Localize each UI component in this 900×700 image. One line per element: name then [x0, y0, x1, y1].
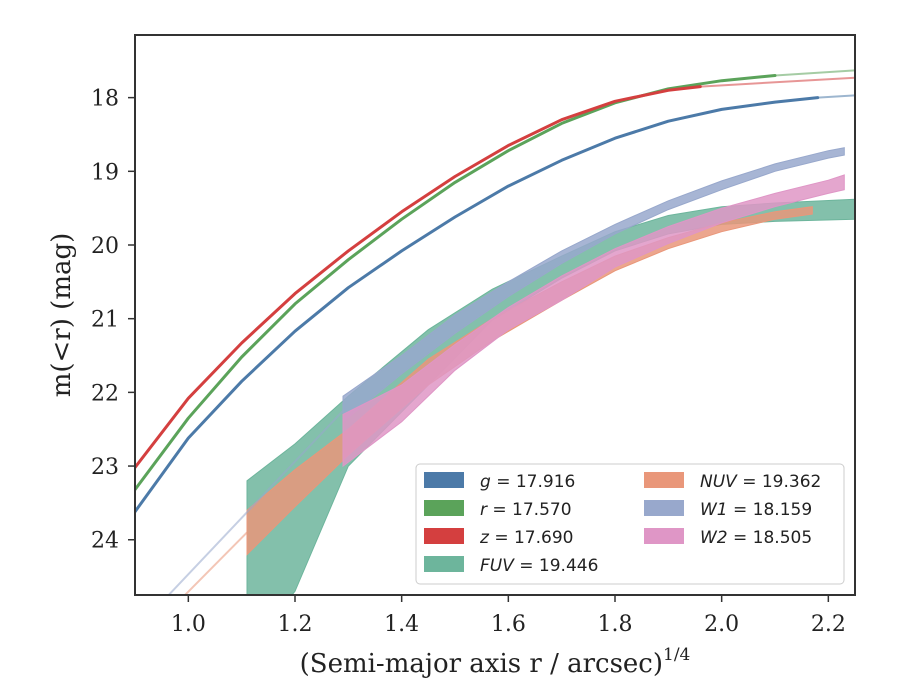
legend-item-w2: W2 = 18.505 — [644, 528, 812, 548]
legend-item-nuv: NUV = 19.362 — [644, 472, 821, 492]
series-w1-band — [342, 147, 845, 423]
series-w1-extension — [167, 410, 344, 595]
series-g-extension — [817, 94, 855, 99]
series-r-line — [135, 74, 777, 492]
series-nuv-extension — [183, 531, 248, 595]
legend-label: z = 17.690 — [479, 528, 573, 548]
legend-label: W2 = 18.505 — [700, 528, 812, 548]
x-axis-label: (Semi-major axis r / arcsec)1/4 — [300, 645, 691, 679]
plot-area — [135, 69, 855, 595]
legend-item-g: g = 17.916 — [424, 472, 575, 492]
x-tick-label: 1.0 — [171, 612, 206, 637]
plot-frame — [134, 34, 856, 596]
series-r — [135, 69, 855, 492]
legend-label: NUV = 19.362 — [700, 472, 821, 492]
y-axis: 18 19 20 21 22 23 24 — [91, 87, 135, 554]
legend: g = 17.916 r = 17.570 z = 17.690 FUV = 19.4… — [415, 463, 845, 585]
series-g-line — [135, 96, 820, 514]
legend-swatch — [424, 556, 464, 572]
x-tick-label: 1.8 — [598, 612, 633, 637]
x-tick-label: 2.0 — [704, 612, 739, 637]
series-r-extension — [774, 69, 855, 77]
y-tick-label: 24 — [91, 529, 119, 554]
x-tick-label: 2.2 — [811, 612, 846, 637]
legend-label: FUV = 19.446 — [480, 556, 598, 576]
y-tick-label: 20 — [91, 234, 119, 259]
legend-swatch — [424, 472, 464, 488]
legend-label: r = 17.570 — [480, 500, 572, 520]
series-w2-band — [342, 174, 845, 468]
y-axis-label: m(<r) (mag) — [47, 233, 77, 398]
y-tick-label: 22 — [91, 381, 119, 406]
series-z-line — [135, 85, 702, 469]
legend-item-r: r = 17.570 — [424, 500, 572, 520]
y-tick-label: 19 — [91, 160, 119, 185]
x-axis-label-superscript: 1/4 — [663, 645, 690, 665]
series-w2 — [342, 174, 845, 468]
legend-item-w1: W1 = 18.159 — [644, 500, 812, 520]
legend-frame — [415, 463, 845, 585]
x-tick-label: 1.4 — [384, 612, 419, 637]
legend-item-z: z = 17.690 — [424, 528, 573, 548]
legend-swatch — [424, 528, 464, 544]
series-w1 — [167, 147, 845, 595]
legend-swatch — [644, 500, 684, 516]
legend-swatch — [644, 472, 684, 488]
series-g — [135, 94, 855, 514]
legend-swatch — [644, 528, 684, 544]
y-tick-label: 18 — [91, 87, 119, 112]
y-tick-label: 21 — [91, 308, 119, 333]
legend-label: g = 17.916 — [480, 472, 575, 492]
series-z-extension — [700, 76, 855, 88]
x-tick-label: 1.6 — [491, 612, 526, 637]
x-tick-label: 1.2 — [278, 612, 313, 637]
legend-item-fuv: FUV = 19.446 — [424, 556, 598, 576]
x-axis-label-text: (Semi-major axis r / arcsec) — [300, 649, 663, 679]
y-tick-label: 23 — [91, 455, 119, 480]
series-z — [135, 76, 855, 469]
legend-label: W1 = 18.159 — [700, 500, 812, 520]
x-axis: 1.0 1.2 1.4 1.6 1.8 2.0 2.2 — [171, 595, 846, 637]
legend-swatch — [424, 500, 464, 516]
